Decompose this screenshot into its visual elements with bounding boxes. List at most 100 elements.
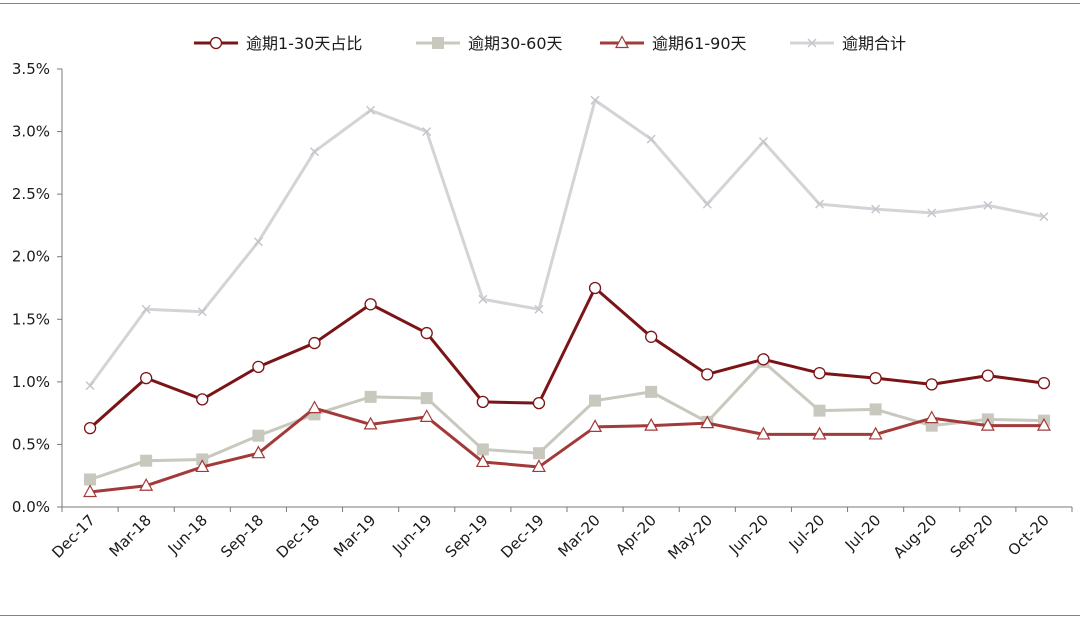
x-tick-label: Apr-20: [612, 511, 660, 559]
data-point: [1037, 376, 1051, 390]
data-point: [924, 410, 939, 424]
data-point: [195, 459, 210, 473]
data-point: [420, 326, 433, 340]
legend-marker: [807, 38, 817, 48]
data-point: [813, 366, 826, 380]
data-point: [702, 199, 712, 209]
data-point: [366, 105, 376, 115]
data-point: [141, 304, 151, 314]
data-point: [478, 294, 488, 304]
series-3: [83, 400, 1051, 498]
data-point: [83, 484, 98, 498]
series-line: [89, 406, 1044, 494]
data-point: [364, 390, 377, 403]
x-tick-label: Oct-20: [1004, 511, 1052, 559]
data-point: [476, 443, 489, 456]
data-point: [197, 307, 207, 317]
data-point: [645, 330, 658, 343]
x-tick-label: Jul-20: [841, 511, 885, 555]
data-point: [812, 426, 827, 440]
data-point: [476, 395, 489, 409]
x-tick-label: Jun-20: [725, 511, 772, 558]
x-tick-label: Dec-18: [273, 511, 324, 562]
data-point: [251, 445, 266, 459]
data-point: [646, 134, 656, 144]
y-tick-label: 0.5%: [12, 435, 50, 453]
data-point: [588, 281, 602, 295]
x-tick-label: Mar-18: [106, 511, 155, 560]
legend-marker: [209, 36, 223, 50]
legend-marker: [432, 37, 444, 49]
data-point: [925, 378, 938, 391]
data-point: [419, 409, 434, 422]
series-4: [85, 95, 1049, 391]
data-point: [1036, 417, 1051, 431]
data-point: [252, 360, 265, 373]
series-2: [84, 355, 1050, 486]
x-tick-label: Mar-20: [554, 511, 603, 560]
legend-marker: [614, 35, 630, 49]
data-point: [84, 473, 97, 486]
data-point: [868, 426, 883, 440]
series-line: [89, 360, 1044, 481]
data-point: [364, 298, 377, 311]
data-point: [980, 417, 995, 431]
data-point: [83, 422, 97, 435]
x-tick-label: May-20: [664, 511, 716, 563]
x-tick-label: Mar-19: [330, 511, 379, 560]
data-point: [307, 400, 322, 414]
data-point: [140, 454, 153, 467]
x-tick-label: Sep-20: [947, 511, 997, 561]
data-point: [532, 396, 546, 410]
legend-label: 逾期1-30天占比: [246, 34, 362, 53]
data-point: [363, 416, 378, 430]
data-point: [532, 447, 545, 460]
data-point: [140, 371, 153, 385]
x-tick-label: Sep-19: [442, 511, 492, 561]
series-1: [83, 281, 1051, 435]
x-tick-label: Dec-19: [497, 511, 548, 562]
data-point: [85, 381, 95, 391]
x-tick-label: Jul-20: [785, 511, 829, 555]
data-point: [758, 137, 768, 147]
legend-item-3: 逾期61-90天: [600, 34, 747, 53]
data-point: [927, 208, 937, 218]
data-point: [757, 353, 770, 366]
legend-label: 逾期30-60天: [468, 34, 563, 53]
data-point: [869, 403, 882, 416]
legend-item-2: 逾期30-60天: [416, 34, 563, 53]
data-point: [252, 429, 265, 442]
series-line: [89, 286, 1045, 430]
data-point: [644, 417, 659, 431]
legend-label: 逾期61-90天: [652, 34, 747, 53]
data-point: [700, 415, 715, 429]
x-tick-label: Jun-18: [164, 511, 211, 558]
data-point: [869, 371, 882, 385]
data-point: [1039, 212, 1049, 222]
x-tick-label: Jun-19: [388, 511, 435, 558]
data-point: [983, 200, 993, 210]
x-tick-label: Dec-17: [48, 511, 99, 562]
data-point: [756, 426, 771, 440]
x-tick-label: Sep-18: [217, 511, 267, 561]
legend-label: 逾期合计: [842, 34, 906, 53]
data-point: [475, 454, 490, 468]
data-point: [590, 95, 600, 105]
x-tick-label: Aug-20: [890, 511, 941, 562]
data-point: [813, 404, 826, 417]
legend-item-1: 逾期1-30天占比: [194, 34, 362, 53]
bottom-frame-line: [0, 615, 1080, 616]
data-point: [196, 393, 209, 406]
data-point: [310, 147, 319, 157]
data-point: [981, 369, 994, 382]
y-tick-label: 3.5%: [12, 60, 50, 78]
series-line: [88, 98, 1045, 387]
data-point: [645, 385, 658, 398]
data-point: [534, 304, 544, 314]
y-tick-label: 1.5%: [12, 310, 50, 328]
data-point: [422, 127, 432, 137]
y-tick-label: 3.0%: [12, 123, 50, 141]
y-tick-label: 2.0%: [12, 248, 50, 266]
top-frame-line: [0, 3, 1080, 4]
